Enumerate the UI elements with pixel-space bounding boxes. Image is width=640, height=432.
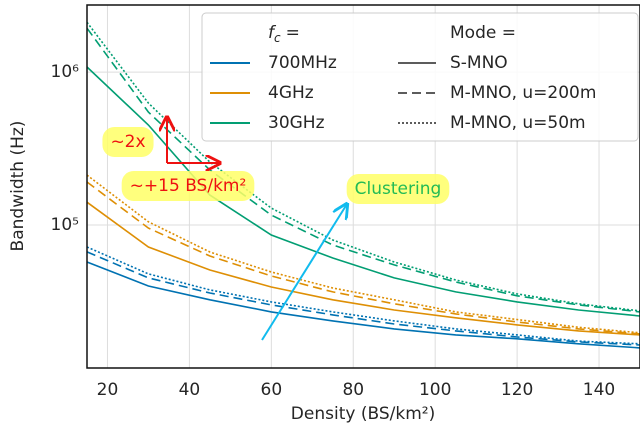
legend-title: Mode = bbox=[450, 23, 516, 43]
series-line bbox=[87, 66, 640, 317]
x-tick-label: 140 bbox=[583, 380, 615, 400]
y-tick-label: 10⁶ bbox=[51, 62, 80, 82]
series-line bbox=[87, 21, 640, 312]
legend-label: 30GHz bbox=[268, 113, 325, 133]
series-line bbox=[87, 174, 640, 334]
legend-label: 700MHz bbox=[268, 53, 337, 73]
series-line bbox=[87, 261, 640, 349]
x-tick-label: 100 bbox=[419, 380, 451, 400]
series-line bbox=[87, 201, 640, 336]
series-line bbox=[87, 27, 640, 313]
plot-frame bbox=[86, 4, 640, 369]
legend-symbol: f bbox=[268, 23, 277, 43]
legend-label: 4GHz bbox=[268, 83, 314, 103]
legend-box bbox=[201, 12, 639, 142]
y-axis-label: Bandwidth (Hz) bbox=[8, 121, 28, 252]
highlight bbox=[102, 127, 154, 157]
legend: fc = Mode = 700MHz 4GHz 30GHz S-MNO M-MNO, u=… bbox=[201, 12, 639, 142]
legend-title: fc = bbox=[268, 23, 300, 45]
legend-suffix: = bbox=[286, 23, 300, 43]
series-line bbox=[87, 251, 640, 346]
highlight bbox=[346, 174, 450, 204]
y-tick-label: 10⁵ bbox=[51, 215, 79, 235]
legend-label: S-MNO bbox=[450, 53, 508, 73]
series-line bbox=[87, 181, 640, 335]
arrow bbox=[261, 204, 347, 341]
annotation: ~+15 BS/km² bbox=[130, 176, 247, 196]
highlight bbox=[121, 171, 255, 201]
x-tick-label: 20 bbox=[97, 380, 119, 400]
x-tick-label: 120 bbox=[501, 380, 533, 400]
legend-subscript: c bbox=[274, 31, 281, 45]
legend-label: M-MNO, u=50m bbox=[450, 113, 586, 133]
x-tick-label: 80 bbox=[342, 380, 364, 400]
annotation: Clustering bbox=[355, 179, 442, 199]
series-line bbox=[87, 246, 640, 345]
x-tick-label: 40 bbox=[179, 380, 201, 400]
x-axis-label: Density (BS/km²) bbox=[291, 404, 435, 424]
annotation: ~2x bbox=[110, 132, 145, 152]
legend-label: M-MNO, u=200m bbox=[450, 83, 596, 103]
x-tick-label: 60 bbox=[261, 380, 283, 400]
